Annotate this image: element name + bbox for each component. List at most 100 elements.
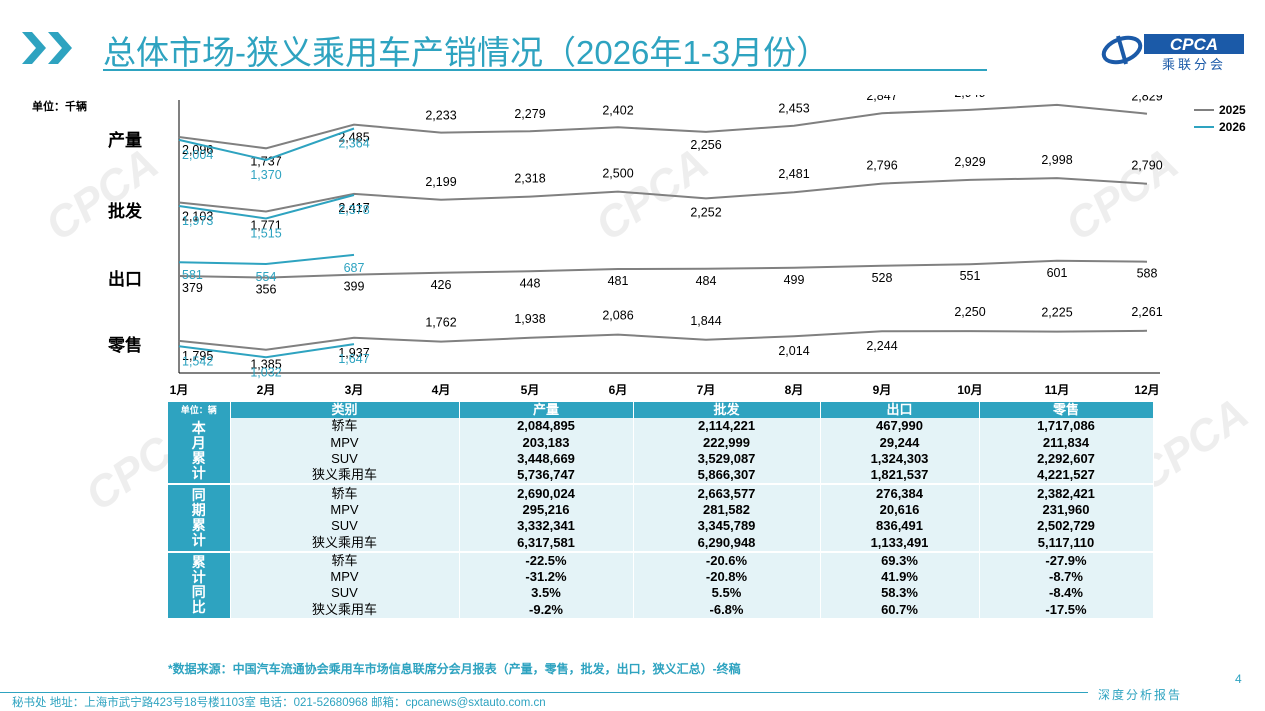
data-label: 1,515 — [250, 227, 281, 241]
value-cell: -27.9% — [979, 551, 1154, 569]
data-label: 2,364 — [338, 136, 369, 150]
value-cell: 3,448,669 — [459, 450, 634, 468]
value-cell: 467,990 — [820, 418, 980, 435]
table-row: MPV -31.2% -20.8% 41.9% -8.7% — [168, 568, 1154, 586]
value-cell: 5.5% — [633, 585, 821, 602]
x-tick-label: 9月 — [873, 383, 892, 397]
data-label: 2,998 — [1041, 153, 1072, 167]
x-tick-label: 5月 — [521, 383, 540, 397]
footer-divider — [0, 692, 1088, 693]
table-row: 累计同比 轿车 -22.5% -20.6% 69.3% -27.9% — [168, 551, 1154, 620]
series-line — [178, 127, 355, 161]
value-cell: 222,999 — [633, 434, 821, 451]
data-label: 687 — [344, 261, 365, 275]
x-tick-label: 2月 — [257, 383, 276, 397]
value-cell: 3,345,789 — [633, 518, 821, 535]
value-cell: 1,717,086 — [979, 418, 1154, 435]
value-cell: 2,382,421 — [979, 484, 1154, 502]
data-label: 1,385 — [250, 358, 281, 372]
value-cell: -9.2% — [459, 601, 634, 620]
value-cell: 231,960 — [979, 501, 1154, 519]
value-cell: 1,324,303 — [820, 450, 980, 468]
category-cell: SUV — [230, 585, 460, 602]
value-cell: 2,502,729 — [979, 518, 1154, 535]
table-header: 类别 — [230, 402, 460, 419]
table-row: 狭义乘用车 5,736,747 5,866,307 1,821,537 4,221,52… — [168, 467, 1154, 486]
category-cell: 狭义乘用车 — [230, 534, 460, 553]
value-cell: 60.7% — [820, 601, 980, 620]
data-label: 2,318 — [514, 172, 545, 186]
value-cell: 1,133,491 — [820, 534, 980, 553]
value-cell: 281,582 — [633, 501, 821, 519]
data-label: 551 — [960, 269, 981, 283]
line-chart: 1月 2月 3月 4月 5月 6月 7月 8月 9月 10月 11月 12月 2025 2026 产量 2,0… — [107, 95, 1246, 397]
data-label: 2,225 — [1041, 306, 1072, 320]
data-label: 481 — [608, 274, 629, 288]
x-tick-label: 12月 — [1134, 383, 1159, 397]
table-row: SUV 3,332,341 3,345,789 836,491 2,502,729 — [168, 518, 1154, 535]
value-cell: 295,216 — [459, 501, 634, 519]
data-label: 484 — [696, 274, 717, 288]
data-label: 2,481 — [778, 167, 809, 181]
table-header-row: 单位：辆 类别 产量 批发 出口 零售 — [168, 402, 1154, 419]
data-label: 2,103 — [182, 209, 213, 223]
source-note: *数据来源：中国汽车流通协会乘用车市场信息联席分会月报表（产量，零售，批发，出口… — [168, 662, 741, 676]
table-row: SUV 3.5% 5.5% 58.3% -8.4% — [168, 585, 1154, 602]
data-label: 448 — [520, 276, 541, 290]
series-line — [178, 329, 1148, 351]
data-label: 379 — [182, 281, 203, 295]
x-tick-label: 3月 — [345, 383, 364, 397]
series-line — [178, 253, 355, 266]
data-label: 356 — [256, 283, 277, 297]
table-header: 产量 — [459, 402, 634, 419]
data-label: 2,417 — [338, 201, 369, 215]
panel-label: 产量 — [108, 130, 142, 151]
data-label: 2,790 — [1131, 159, 1162, 173]
table-header: 批发 — [633, 402, 821, 419]
x-tick-label: 7月 — [697, 383, 716, 397]
data-label: 2,014 — [778, 344, 809, 358]
data-label: 2,233 — [425, 109, 456, 123]
category-cell: 狭义乘用车 — [230, 601, 460, 620]
data-label: 2,929 — [954, 155, 985, 169]
series-line — [178, 343, 355, 359]
value-cell: -22.5% — [459, 551, 634, 569]
value-cell: 6,290,948 — [633, 534, 821, 553]
group-label: 同期累计 — [168, 484, 231, 553]
data-label: 581 — [182, 268, 203, 282]
table-row: MPV 203,183 222,999 29,244 211,834 — [168, 434, 1154, 451]
panel-label: 批发 — [108, 201, 143, 222]
category-cell: MPV — [230, 568, 460, 586]
value-cell: 5,866,307 — [633, 467, 821, 486]
table-row: 狭义乘用车 -9.2% -6.8% 60.7% -17.5% — [168, 601, 1154, 620]
x-tick-label: 4月 — [432, 383, 451, 397]
data-label: 1,771 — [250, 219, 281, 233]
value-cell: 2,663,577 — [633, 484, 821, 502]
data-label: 528 — [872, 271, 893, 285]
data-label: 2,199 — [425, 175, 456, 189]
value-cell: 2,084,895 — [459, 418, 634, 435]
value-cell: -17.5% — [979, 601, 1154, 620]
data-label: 1,370 — [250, 168, 281, 182]
table-header: 零售 — [979, 402, 1154, 419]
logo-subtext: 乘联分会 — [1162, 58, 1226, 73]
data-label: 399 — [344, 280, 365, 294]
data-label: 588 — [1137, 267, 1158, 281]
data-label: 1,795 — [182, 349, 213, 363]
value-cell: 3,529,087 — [633, 450, 821, 468]
value-cell: 2,114,221 — [633, 418, 821, 435]
value-cell: -31.2% — [459, 568, 634, 586]
data-label: 2,949 — [954, 95, 985, 100]
data-label: 554 — [256, 270, 277, 284]
category-cell: 狭义乘用车 — [230, 467, 460, 486]
series-line — [178, 103, 1148, 150]
data-label: 1,937 — [338, 346, 369, 360]
category-cell: 轿车 — [230, 484, 460, 502]
value-cell: -6.8% — [633, 601, 821, 620]
value-cell: -20.6% — [633, 551, 821, 569]
value-cell: 211,834 — [979, 434, 1154, 451]
chevron-right-icon — [22, 32, 72, 64]
data-label: 1,973 — [182, 214, 213, 228]
data-table: 单位：辆 类别 产量 批发 出口 零售 本月累计 轿车 2,084,895 2,114… — [168, 402, 1154, 620]
category-cell: MPV — [230, 501, 460, 519]
